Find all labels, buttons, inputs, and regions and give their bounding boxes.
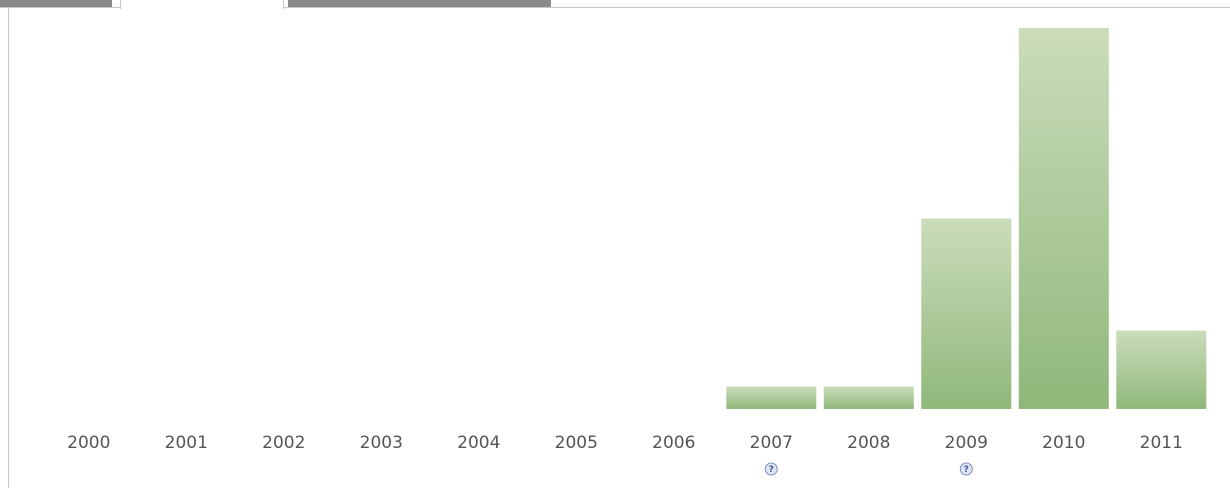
help-icon[interactable]: ? (764, 462, 778, 476)
svg-text:?: ? (964, 465, 969, 475)
x-tick-label: 2001 (165, 433, 208, 453)
x-tick-label: 2008 (847, 433, 890, 453)
x-tick-label: 2000 (67, 433, 110, 453)
x-tick-label: 2003 (360, 433, 403, 453)
tab-2[interactable] (120, 0, 284, 9)
tab-1[interactable] (0, 0, 112, 7)
tab-bar (0, 0, 1230, 9)
x-tick-label: 2004 (457, 433, 500, 453)
bar-2011[interactable] (1116, 330, 1207, 409)
x-tick-label: 2005 (555, 433, 598, 453)
help-icon[interactable]: ? (959, 462, 973, 476)
x-tick-label: 2011 (1140, 433, 1183, 453)
x-tick-label: 2010 (1042, 433, 1085, 453)
x-axis-labels: 2000 2001 2002 2003 2004 2005 2006 2007 2008 2009… (67, 433, 1183, 453)
x-tick-label: 2009 (945, 433, 988, 453)
svg-text:?: ? (769, 465, 774, 475)
help-icons: ?? (764, 462, 973, 476)
bars-group (726, 28, 1207, 410)
tab-3[interactable] (288, 0, 551, 7)
bar-2009[interactable] (921, 218, 1012, 410)
bar-2007[interactable] (726, 386, 817, 409)
bar-2010[interactable] (1018, 28, 1109, 409)
x-tick-label: 2006 (652, 433, 695, 453)
bar-2008[interactable] (823, 386, 914, 409)
panel-border (8, 8, 9, 488)
x-tick-label: 2002 (262, 433, 305, 453)
x-tick-label: 2007 (750, 433, 793, 453)
